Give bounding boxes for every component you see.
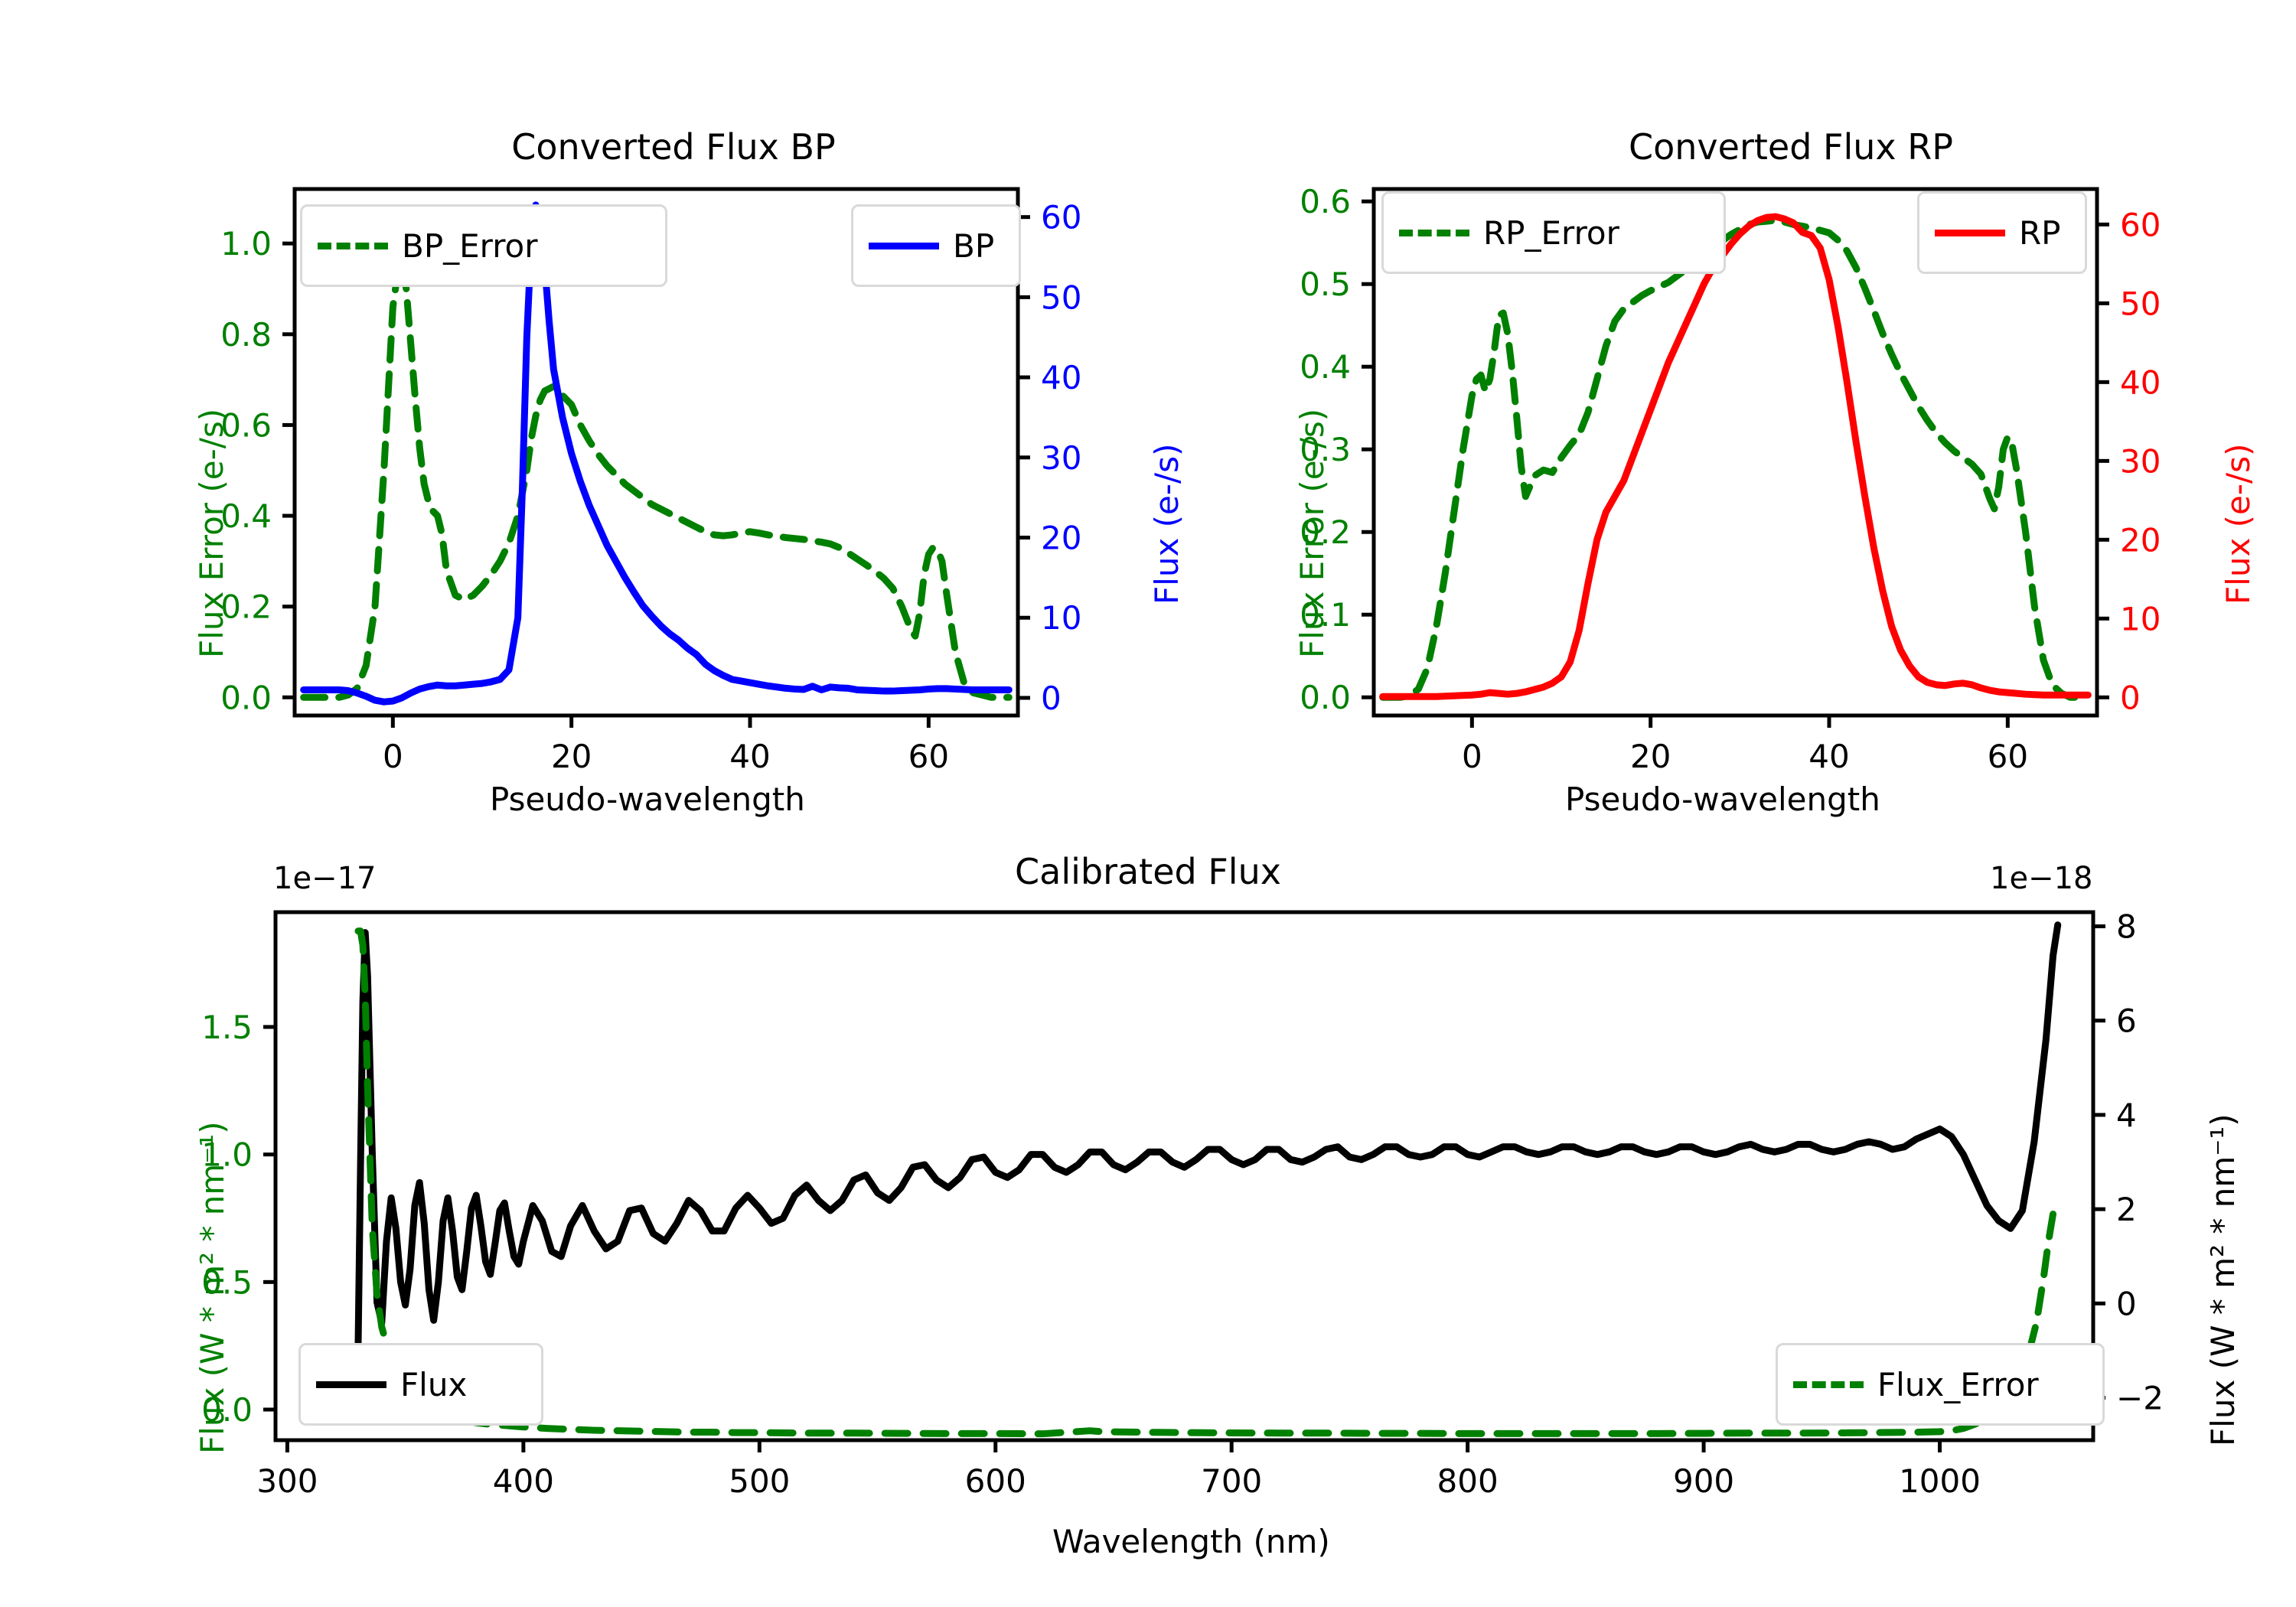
svg-text:0.1: 0.1 — [1300, 596, 1351, 634]
svg-text:1.5: 1.5 — [201, 1009, 253, 1046]
svg-text:0: 0 — [2116, 1285, 2137, 1322]
calibrated-legend-flux[interactable]: Flux — [298, 1343, 543, 1426]
rp-panel-title: Converted Flux RP — [1629, 126, 1953, 168]
svg-text:10: 10 — [2120, 600, 2161, 637]
svg-text:40: 40 — [2120, 363, 2161, 401]
svg-text:700: 700 — [1201, 1462, 1262, 1500]
svg-text:0.4: 0.4 — [1300, 348, 1351, 386]
svg-text:0.5: 0.5 — [201, 1263, 253, 1301]
rp-error-legend-label: RP_Error — [1483, 214, 1619, 252]
rp-flux-legend-swatch — [1935, 229, 2005, 236]
svg-text:10: 10 — [1041, 599, 1081, 637]
calibrated-flux-legend-label: Flux — [400, 1365, 468, 1403]
bp-legend-error[interactable]: BP_Error — [300, 204, 667, 287]
svg-text:60: 60 — [908, 738, 949, 775]
bp-flux-legend-swatch — [869, 242, 939, 249]
calibrated-y-right-axis-label: Flux (W * m² * nm⁻¹) — [2204, 1113, 2242, 1446]
svg-text:300: 300 — [256, 1462, 318, 1500]
bp-panel-title: Converted Flux BP — [511, 126, 836, 168]
svg-text:0.3: 0.3 — [1300, 431, 1351, 468]
bp-x-axis-label: Pseudo-wavelength — [490, 781, 805, 818]
svg-text:4: 4 — [2116, 1097, 2137, 1134]
svg-text:0.0: 0.0 — [201, 1391, 253, 1429]
svg-text:0: 0 — [2120, 679, 2141, 716]
svg-text:0.6: 0.6 — [1300, 183, 1351, 220]
svg-text:40: 40 — [1041, 359, 1081, 396]
svg-text:0.4: 0.4 — [220, 497, 272, 535]
calibrated-x-axis-label: Wavelength (nm) — [1052, 1523, 1330, 1560]
bp-legend-flux[interactable]: BP — [851, 204, 1021, 287]
svg-text:0.2: 0.2 — [1300, 513, 1351, 551]
panel-calibrated-flux: Calibrated Flux 1e−17 1e−18 Flux (W * m²… — [0, 811, 2296, 1607]
svg-text:50: 50 — [2120, 285, 2161, 322]
panel-converted-flux-rp: Converted Flux RP Flux Error (e-/s) Flux… — [1148, 0, 2296, 818]
calibrated-error-legend-label: Flux_Error — [1877, 1365, 2039, 1403]
svg-text:0: 0 — [1041, 680, 1062, 717]
svg-text:1.0: 1.0 — [220, 225, 272, 262]
rp-error-legend-swatch — [1399, 229, 1469, 236]
svg-text:−2: −2 — [2116, 1380, 2164, 1417]
rp-x-axis-label: Pseudo-wavelength — [1565, 781, 1880, 818]
svg-text:20: 20 — [2120, 521, 2161, 559]
bp-y-left-axis-label: Flux Error (e-/s) — [193, 408, 230, 658]
panel-converted-flux-bp: Converted Flux BP Flux Error (e-/s) Flux… — [0, 0, 1186, 818]
rp-legend-error[interactable]: RP_Error — [1381, 191, 1726, 274]
svg-text:60: 60 — [1041, 199, 1081, 236]
svg-text:60: 60 — [1988, 738, 2028, 775]
svg-text:900: 900 — [1673, 1462, 1734, 1500]
svg-text:0.0: 0.0 — [1300, 679, 1351, 716]
calibrated-flux-legend-swatch — [316, 1380, 386, 1388]
calibrated-right-offset-exponent: 1e−18 — [1990, 861, 2093, 896]
svg-text:800: 800 — [1437, 1462, 1499, 1500]
svg-text:0: 0 — [1462, 738, 1482, 775]
calibrated-y-left-axis-label: Flux (W * m² * nm⁻¹) — [194, 1121, 231, 1454]
svg-text:0.5: 0.5 — [1300, 266, 1351, 303]
svg-text:30: 30 — [1041, 439, 1081, 477]
svg-text:400: 400 — [493, 1462, 554, 1500]
calibrated-error-legend-swatch — [1793, 1380, 1864, 1388]
calibrated-left-offset-exponent: 1e−17 — [273, 861, 377, 896]
svg-text:2: 2 — [2116, 1191, 2137, 1228]
svg-text:1000: 1000 — [1899, 1462, 1981, 1500]
svg-text:40: 40 — [729, 738, 770, 775]
calibrated-plot-area: 300 400 500 600 700 800 900 1000 0.0 0.5 1.0 1.5 −2 0… — [201, 908, 2164, 1500]
rp-flux-legend-label: RP — [2019, 214, 2061, 252]
svg-text:50: 50 — [1041, 279, 1081, 316]
svg-text:0.6: 0.6 — [220, 406, 272, 444]
rp-y-left-axis-label: Flux Error (e-/s) — [1293, 408, 1331, 658]
svg-text:1.0: 1.0 — [201, 1136, 253, 1174]
rp-legend-flux[interactable]: RP — [1917, 191, 2087, 274]
svg-text:600: 600 — [965, 1462, 1026, 1500]
bp-error-legend-label: BP_Error — [402, 227, 538, 265]
calibrated-panel-title: Calibrated Flux — [1015, 851, 1281, 892]
svg-text:0.8: 0.8 — [220, 316, 272, 354]
svg-text:8: 8 — [2116, 908, 2137, 945]
rp-y-right-axis-label: Flux (e-/s) — [2219, 443, 2257, 605]
svg-text:0: 0 — [383, 738, 403, 775]
svg-text:6: 6 — [2116, 1002, 2137, 1040]
svg-text:20: 20 — [1041, 520, 1081, 557]
svg-text:20: 20 — [1630, 738, 1671, 775]
svg-text:60: 60 — [2120, 206, 2161, 243]
svg-text:40: 40 — [1808, 738, 1849, 775]
bp-error-legend-swatch — [318, 242, 388, 249]
svg-text:0.0: 0.0 — [220, 679, 272, 716]
svg-text:30: 30 — [2120, 442, 2161, 480]
svg-text:20: 20 — [551, 738, 592, 775]
bp-plot-area: 0 20 40 60 0.0 0.2 0.4 0.6 0.8 1.0 0 10 20 30 40 50 60 — [220, 187, 1081, 775]
svg-text:500: 500 — [729, 1462, 790, 1500]
calibrated-legend-error[interactable]: Flux_Error — [1776, 1343, 2105, 1426]
svg-text:0.2: 0.2 — [220, 588, 272, 626]
rp-plot-area: 0 20 40 60 0.0 0.1 0.2 0.3 0.4 0.5 0.6 0 10 20 30 40 50 6… — [1300, 183, 2161, 775]
bp-flux-legend-label: BP — [953, 227, 995, 265]
